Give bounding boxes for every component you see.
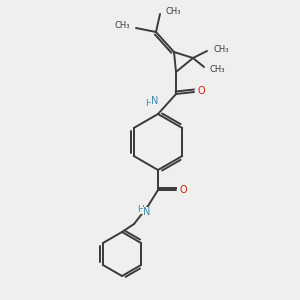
Text: N: N <box>151 96 159 106</box>
Text: CH₃: CH₃ <box>210 64 226 74</box>
Text: O: O <box>179 185 187 195</box>
Text: H: H <box>145 100 152 109</box>
Text: H: H <box>136 205 143 214</box>
Text: CH₃: CH₃ <box>213 44 229 53</box>
Text: CH₃: CH₃ <box>166 8 182 16</box>
Text: O: O <box>197 86 205 96</box>
Text: N: N <box>143 207 151 217</box>
Text: CH₃: CH₃ <box>115 22 130 31</box>
